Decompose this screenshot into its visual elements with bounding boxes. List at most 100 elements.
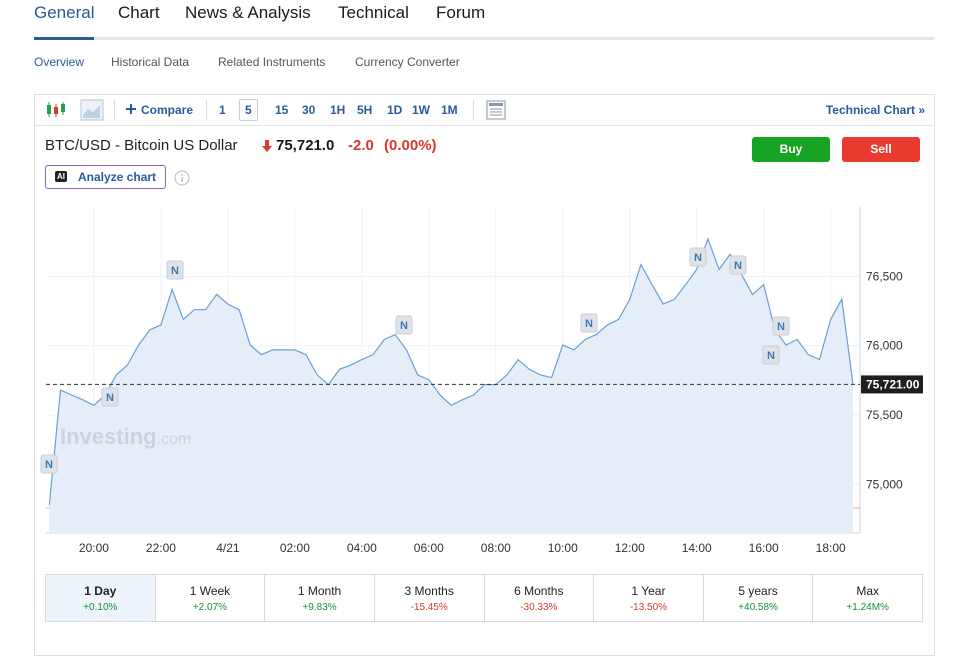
news-marker[interactable] <box>166 260 184 280</box>
interval-button[interactable]: 5 <box>239 99 258 121</box>
period-cell[interactable]: 1 Month +9.83% <box>264 574 375 622</box>
period-change: +2.07% <box>192 602 228 613</box>
period-label: 1 Year <box>631 584 666 598</box>
watermark-brand: Investing <box>60 424 157 449</box>
news-marker[interactable] <box>762 345 780 365</box>
y-tick-label: 75,500 <box>866 408 903 422</box>
interval-button[interactable]: 30 <box>302 103 316 117</box>
price-line <box>48 237 854 506</box>
news-marker[interactable] <box>580 313 598 333</box>
nav-tab[interactable]: News & Analysis <box>185 3 311 22</box>
watermark: Investing.com <box>60 424 191 449</box>
period-label: Max <box>856 584 880 598</box>
period-cell[interactable]: 5 years +40.58% <box>702 574 814 622</box>
analyze-chart-button[interactable]: AI Analyze chart <box>45 165 166 189</box>
period-label: 1 Day <box>84 584 117 598</box>
period-label: 5 years <box>738 584 778 598</box>
x-tick-label: 20:00 <box>79 541 109 555</box>
period-label: 1 Month <box>297 584 342 598</box>
price-change-percent: (0.00%) <box>384 137 437 154</box>
interval-button[interactable]: 1D <box>387 103 403 117</box>
news-marker[interactable] <box>40 454 58 474</box>
news-marker-label: N <box>767 350 775 362</box>
period-change: +40.58% <box>738 602 778 613</box>
news-marker-label: N <box>106 392 114 404</box>
x-tick-label: 10:00 <box>548 541 578 555</box>
toolbar-separator <box>206 100 207 120</box>
period-cell[interactable]: Max +1.24M% <box>812 574 923 622</box>
nav-tab[interactable]: Chart <box>118 3 160 22</box>
interval-button[interactable]: 1W <box>412 103 430 117</box>
period-change: +1.24M% <box>846 602 889 613</box>
sub-tab[interactable]: Currency Converter <box>355 55 460 69</box>
x-tick-label: 16:00 <box>749 541 779 555</box>
nav-tab[interactable]: Technical <box>338 3 409 22</box>
news-marker[interactable] <box>689 247 707 267</box>
period-change: +0.10% <box>83 602 118 613</box>
instrument-name: BTC/USD - Bitcoin US Dollar <box>45 137 238 154</box>
technical-chart-link[interactable]: Technical Chart » <box>825 103 925 117</box>
news-marker-label: N <box>694 252 702 264</box>
active-tab-underline <box>34 37 94 40</box>
chart: 75,000 75,500 76,000 76,500 20:00 22:00 4/21 02… <box>40 207 923 555</box>
news-marker[interactable] <box>772 316 790 336</box>
layout-icon[interactable] <box>486 100 506 120</box>
last-price-label: 75,721.00 <box>866 377 920 391</box>
period-label: 1 Week <box>189 584 231 598</box>
interval-button[interactable]: 15 <box>275 103 289 117</box>
news-marker-label: N <box>777 321 785 333</box>
info-icon[interactable] <box>174 170 190 186</box>
news-marker-label: N <box>734 260 742 272</box>
area-fill <box>49 238 854 533</box>
y-tick-label: 75,000 <box>866 477 903 491</box>
nav-tab[interactable]: Forum <box>436 3 486 22</box>
x-tick-label: 04:00 <box>347 541 377 555</box>
compare-plus-icon <box>126 104 136 114</box>
news-marker[interactable] <box>395 315 413 335</box>
nav-tab[interactable]: General <box>34 3 95 22</box>
period-change: -15.45% <box>410 602 448 613</box>
period-cell[interactable]: 6 Months -30.33% <box>483 574 595 622</box>
x-tick-label: 22:00 <box>146 541 176 555</box>
period-cell[interactable]: 3 Months -15.45% <box>373 574 485 622</box>
candle-icon[interactable] <box>44 100 68 120</box>
sell-button[interactable]: Sell <box>842 137 920 162</box>
interval-button[interactable]: 5H <box>357 103 373 117</box>
last-price-box <box>861 375 923 394</box>
period-change: -13.50% <box>629 602 668 613</box>
price-change: -2.0 <box>348 137 374 154</box>
area-icon[interactable] <box>80 99 104 121</box>
news-marker[interactable] <box>101 387 119 407</box>
news-marker[interactable] <box>729 255 747 275</box>
down-arrow <box>262 140 272 152</box>
sub-tab[interactable]: Overview <box>34 55 85 69</box>
y-tick-label: 76,500 <box>866 269 903 283</box>
toolbar-separator <box>473 100 474 120</box>
y-tick-label: 76,000 <box>866 339 903 353</box>
x-tick-label: 14:00 <box>682 541 712 555</box>
sub-tab[interactable]: Historical Data <box>111 55 190 69</box>
interval-button[interactable]: 1 <box>219 103 226 117</box>
price: 75,721.0 <box>276 137 335 154</box>
interval-button[interactable]: 1H <box>330 103 346 117</box>
x-tick-label: 08:00 <box>481 541 511 555</box>
ai-badge: AI <box>55 171 67 182</box>
news-marker-label: N <box>400 320 408 332</box>
buy-button[interactable]: Buy <box>752 137 830 162</box>
period-cell[interactable]: 1 Year -13.50% <box>593 574 704 622</box>
analyze-chart-label: Analyze chart <box>78 170 157 184</box>
interval-button[interactable]: 1M <box>441 103 458 117</box>
period-change: -30.33% <box>520 602 558 613</box>
period-cell[interactable]: 1 Day +0.10% <box>45 574 156 622</box>
toolbar-separator <box>114 100 115 120</box>
x-tick-label: 18:00 <box>816 541 846 555</box>
period-cell[interactable]: 1 Week +2.07% <box>154 574 266 622</box>
x-tick-label: 4/21 <box>216 541 240 555</box>
news-marker-label: N <box>45 459 53 471</box>
tab-divider <box>34 37 934 40</box>
sub-tab[interactable]: Related Instruments <box>218 55 326 69</box>
watermark-suffix: .com <box>157 431 192 448</box>
x-tick-label: 12:00 <box>615 541 645 555</box>
compare-button[interactable]: Compare <box>141 103 194 117</box>
page: General Chart News & Analysis Technical Foru… <box>34 3 935 656</box>
